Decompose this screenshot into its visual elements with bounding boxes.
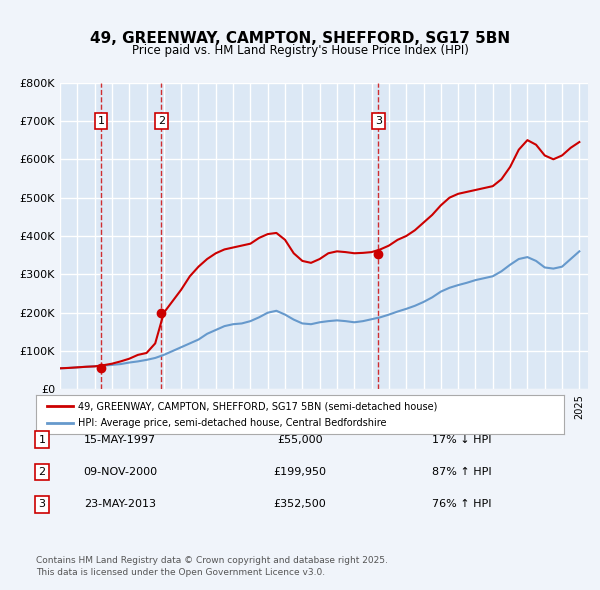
Text: 1: 1 [98, 116, 104, 126]
Text: £352,500: £352,500 [274, 500, 326, 509]
Text: Contains HM Land Registry data © Crown copyright and database right 2025.
This d: Contains HM Land Registry data © Crown c… [36, 556, 388, 577]
Text: 09-NOV-2000: 09-NOV-2000 [83, 467, 157, 477]
Text: 2: 2 [158, 116, 165, 126]
Text: Price paid vs. HM Land Registry's House Price Index (HPI): Price paid vs. HM Land Registry's House … [131, 44, 469, 57]
Text: 2: 2 [38, 467, 46, 477]
Text: 3: 3 [38, 500, 46, 509]
Text: 49, GREENWAY, CAMPTON, SHEFFORD, SG17 5BN (semi-detached house): 49, GREENWAY, CAMPTON, SHEFFORD, SG17 5B… [78, 401, 437, 411]
Text: 76% ↑ HPI: 76% ↑ HPI [432, 500, 491, 509]
Text: £55,000: £55,000 [277, 435, 323, 444]
Text: 15-MAY-1997: 15-MAY-1997 [84, 435, 156, 444]
Text: 3: 3 [375, 116, 382, 126]
Text: £199,950: £199,950 [274, 467, 326, 477]
Text: 1: 1 [38, 435, 46, 444]
Text: 23-MAY-2013: 23-MAY-2013 [84, 500, 156, 509]
Text: HPI: Average price, semi-detached house, Central Bedfordshire: HPI: Average price, semi-detached house,… [78, 418, 387, 428]
Text: 17% ↓ HPI: 17% ↓ HPI [432, 435, 491, 444]
Text: 49, GREENWAY, CAMPTON, SHEFFORD, SG17 5BN: 49, GREENWAY, CAMPTON, SHEFFORD, SG17 5B… [90, 31, 510, 46]
Text: 87% ↑ HPI: 87% ↑ HPI [432, 467, 491, 477]
